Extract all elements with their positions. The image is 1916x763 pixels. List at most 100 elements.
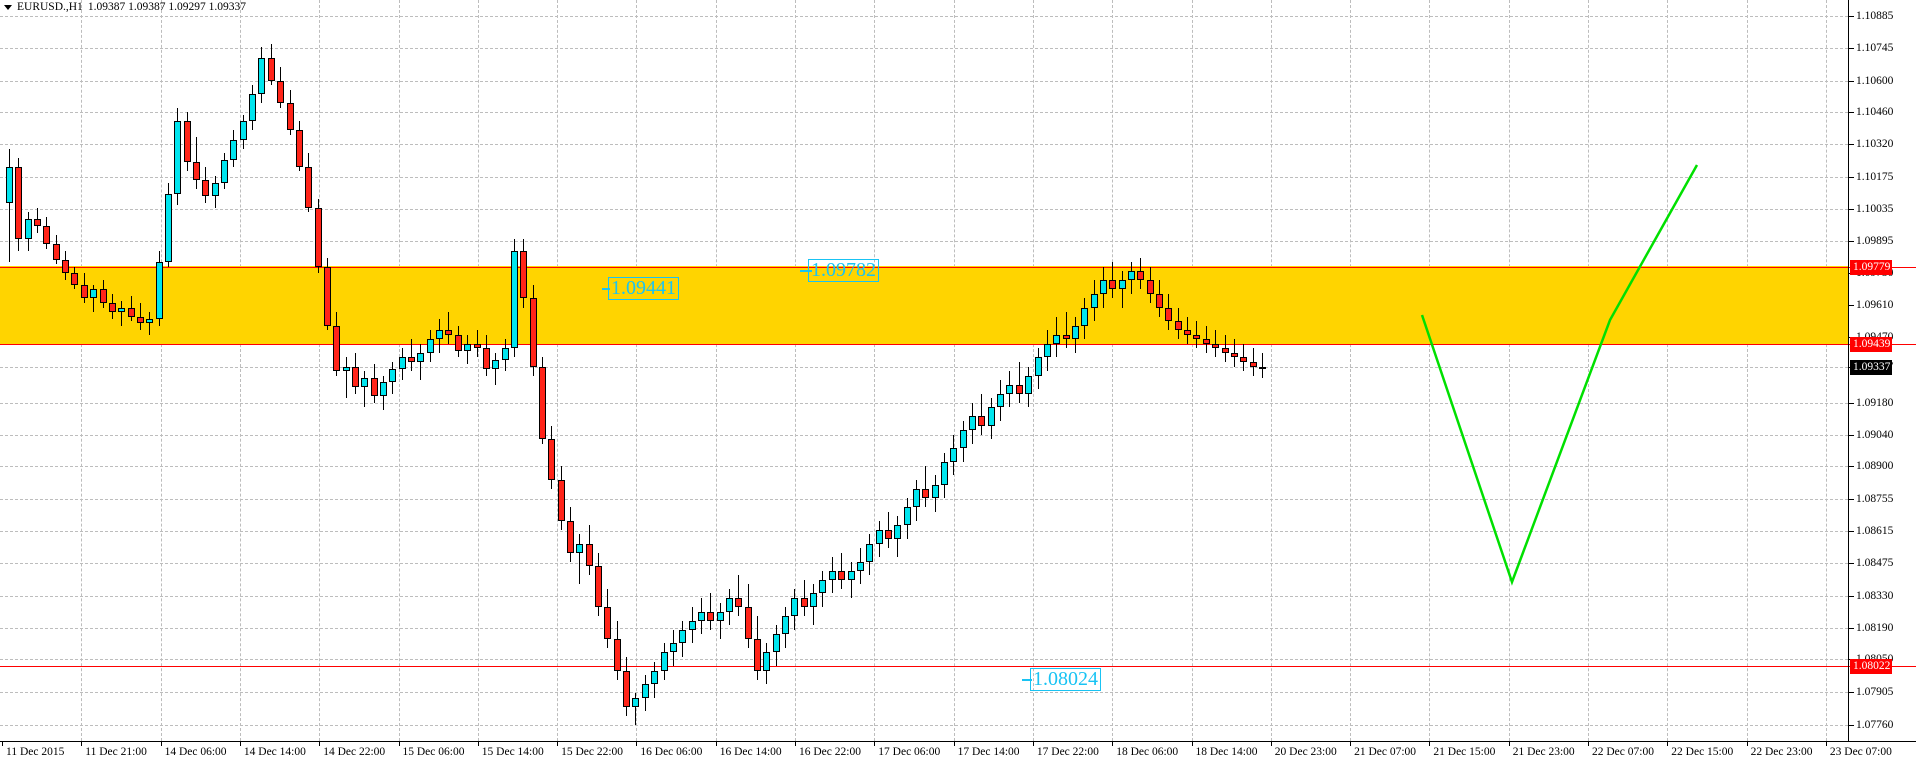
symbol-timeframe-label: EURUSD.,H1 — [17, 0, 83, 13]
candle-wick — [887, 511, 889, 549]
candle-wick — [1112, 262, 1114, 299]
price-axis-tickmark — [1849, 208, 1854, 210]
candle-bullish — [155, 262, 163, 319]
time-axis-tickmark — [795, 742, 796, 746]
price-axis-tickmark — [1849, 177, 1854, 179]
candle-bearish — [286, 103, 294, 131]
candle-bullish — [651, 670, 659, 685]
candle-wick — [121, 300, 123, 326]
price-axis-label: 1.10745 — [1856, 41, 1894, 54]
candle-wick — [1121, 271, 1123, 308]
price-axis-label: 1.10460 — [1856, 106, 1894, 119]
target-level-line[interactable] — [0, 665, 1848, 667]
gridline-horizontal — [0, 367, 1848, 369]
time-axis-tickmark — [1429, 742, 1431, 746]
candle-bullish — [1081, 307, 1089, 326]
zone-top-price-label[interactable]: 1.09782 — [808, 259, 879, 282]
candle-bearish — [277, 80, 285, 104]
candle-bearish — [314, 207, 322, 267]
candle-bearish — [1212, 343, 1220, 349]
candle-bullish — [417, 352, 425, 362]
time-axis-label: 11 Dec 2015 — [6, 746, 65, 758]
candle-bearish — [473, 343, 481, 349]
candle-bullish — [1090, 293, 1098, 308]
price-axis-label: 1.10035 — [1856, 202, 1894, 215]
price-axis-label: 1.10600 — [1856, 74, 1894, 87]
time-axis-tickmark — [557, 742, 559, 746]
candle-bullish — [1128, 271, 1135, 281]
candle-bullish — [398, 357, 406, 369]
candle-bearish — [62, 259, 70, 274]
candle-bullish — [950, 448, 958, 462]
resistance-level-line[interactable] — [0, 266, 1848, 268]
candle-bullish — [725, 598, 733, 612]
gridline-vertical — [1112, 0, 1114, 741]
candle-bullish — [1099, 280, 1107, 294]
price-axis-tickmark — [1849, 47, 1854, 49]
time-axis-label: 23 Dec 07:00 — [1829, 746, 1892, 758]
zone-bottom-price-label[interactable]: 1.09441 — [608, 277, 679, 300]
gridline-vertical — [81, 0, 83, 741]
candle-bearish — [99, 289, 107, 303]
candle-wick — [981, 393, 983, 435]
gridline-horizontal — [0, 692, 1848, 694]
candle-bearish — [585, 543, 593, 567]
candle-bearish — [538, 366, 546, 440]
time-axis-tickmark — [1825, 742, 1827, 746]
price-axis-label: 1.08330 — [1856, 589, 1894, 602]
gridline-vertical — [1508, 0, 1510, 741]
candle-bullish — [1034, 357, 1042, 376]
candle-bullish — [118, 307, 126, 313]
candle-wick — [364, 371, 366, 408]
candle-wick — [635, 693, 637, 726]
candle-bullish — [1053, 334, 1061, 344]
ohlc-values-label: 1.09387 1.09387 1.09297 1.09337 — [87, 0, 246, 13]
candle-bullish — [6, 166, 13, 204]
time-axis-label: 18 Dec 06:00 — [1116, 746, 1179, 758]
time-axis-tickmark — [319, 742, 321, 746]
candle-bearish — [529, 298, 537, 367]
candle-bullish — [510, 250, 518, 349]
price-axis-label: 1.09040 — [1856, 428, 1894, 441]
candle-bullish — [875, 529, 883, 544]
candle-bearish — [1165, 307, 1173, 322]
candle-bearish — [193, 162, 200, 181]
price-axis-label: 1.09895 — [1856, 234, 1894, 247]
gridline-horizontal — [0, 80, 1848, 82]
price-axis[interactable]: 1.10885 1.10745 1.10600 1.10460 1.10320 1.101… — [1848, 0, 1916, 741]
candle-bearish — [295, 130, 303, 167]
candle-bearish — [613, 638, 621, 671]
candle-bullish — [239, 121, 247, 140]
price-axis-tickmark — [1849, 80, 1854, 82]
time-axis-tickmark — [398, 742, 400, 746]
time-axis-label: 21 Dec 15:00 — [1433, 746, 1496, 758]
candle-bearish — [108, 302, 116, 313]
candle-bullish — [342, 366, 350, 372]
triangle-down-icon[interactable] — [4, 4, 12, 10]
gridline-horizontal — [0, 466, 1848, 468]
lower-target-price-label[interactable]: 1.08024 — [1030, 668, 1101, 691]
price-axis-tickmark — [1849, 434, 1854, 436]
time-axis-label: 18 Dec 14:00 — [1195, 746, 1258, 758]
price-axis-label: 1.07905 — [1856, 686, 1894, 699]
candle-bullish — [426, 339, 434, 353]
candle-bullish — [782, 616, 790, 635]
supply-zone-rectangle[interactable] — [0, 266, 1848, 344]
candle-wick — [345, 357, 347, 399]
candle-wick — [925, 466, 927, 508]
time-axis-label: 15 Dec 14:00 — [481, 746, 544, 758]
support-level-line[interactable] — [0, 344, 1848, 346]
candle-wick — [1252, 348, 1254, 376]
time-axis[interactable]: 11 Dec 2015 11 Dec 21:00 14 Dec 06:00 14 De… — [0, 741, 1916, 763]
gridline-vertical — [795, 0, 796, 741]
time-axis-tickmark — [953, 742, 955, 746]
candle-bearish — [370, 377, 378, 397]
time-axis-tickmark — [636, 742, 638, 746]
gridline-vertical — [1588, 0, 1589, 741]
candle-bullish — [688, 620, 696, 630]
candle-bullish — [1043, 343, 1051, 358]
candle-bullish — [894, 525, 902, 539]
candle-bearish — [754, 638, 761, 671]
price-axis-label: 1.08615 — [1856, 525, 1894, 538]
chart-plot-area[interactable]: 1.09782 1.09441 1.08024 — [0, 0, 1848, 741]
